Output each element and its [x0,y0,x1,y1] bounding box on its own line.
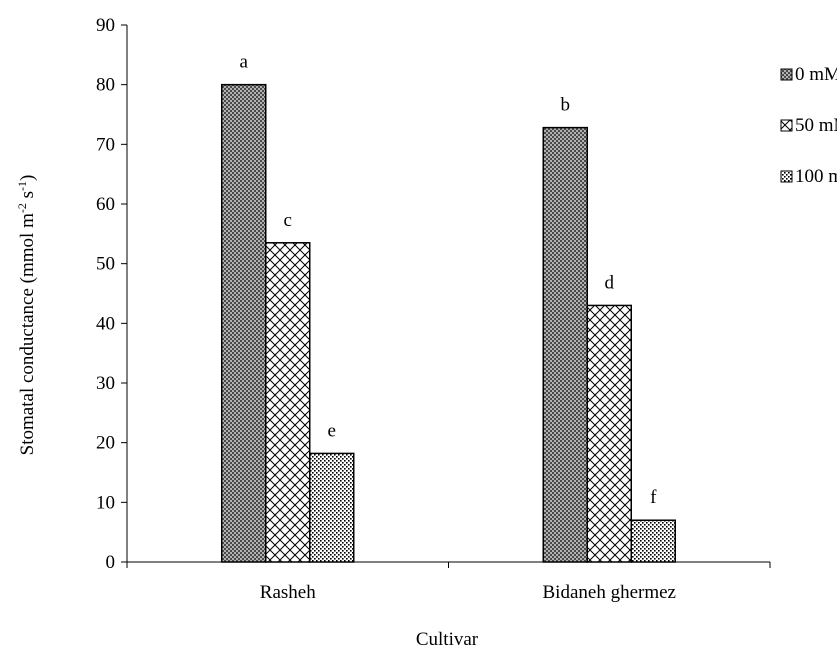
y-tick-label: 20 [96,433,115,454]
bar-significance-label: c [284,210,292,231]
y-tick-label: 0 [106,552,116,573]
y-tick-label: 50 [96,254,115,275]
legend: 0 mM 50 mM 100 mM [780,64,837,187]
y-tick-label: 90 [96,15,115,36]
plot-area: 0 10 20 30 40 50 60 70 80 90 a c e Rasheh b d f Bidaneh g… [96,15,771,603]
y-tick-label: 40 [96,313,115,334]
bar-dark-check [221,83,267,563]
y-axis-title-mid: s [17,191,38,203]
bar-significance-label: d [605,272,615,293]
y-axis-title-end: ) [17,175,38,181]
legend-swatch-dark-check [780,68,793,81]
x-category-label: Bidaneh ghermez [543,582,676,603]
bar-significance-label: a [240,52,249,73]
x-axis-title: Cultivar [416,629,479,650]
legend-swatch-crosshatch [780,119,793,132]
y-tick-label: 70 [96,134,115,155]
bar-crosshatch [265,242,311,563]
y-tick-label: 80 [96,75,115,96]
y-axis-title-main: Stomatal conductance (mmol m [17,213,38,455]
y-tick-label: 60 [96,194,115,215]
y-axis-title: Stomatal conductance (mmol m-2 s-1) [15,175,38,456]
bar-dots [309,452,355,563]
y-tick-label: 10 [96,492,115,513]
bar-crosshatch [586,304,632,563]
bar-significance-label: e [328,420,336,441]
bar-significance-label: f [650,487,657,508]
y-axis-title-sup1: -2 [15,203,29,213]
legend-label: 0 mM [795,64,837,85]
x-category-label: Rasheh [260,582,316,603]
legend-label: 50 mM [795,115,837,136]
y-tick-label: 30 [96,373,115,394]
y-axis-title-sup2: -1 [15,181,29,191]
bar-dots [630,519,676,563]
legend-label: 100 mM [795,166,837,187]
legend-swatch-dots [780,170,793,183]
bar-dark-check [542,126,588,563]
bar-significance-label: b [561,95,571,116]
